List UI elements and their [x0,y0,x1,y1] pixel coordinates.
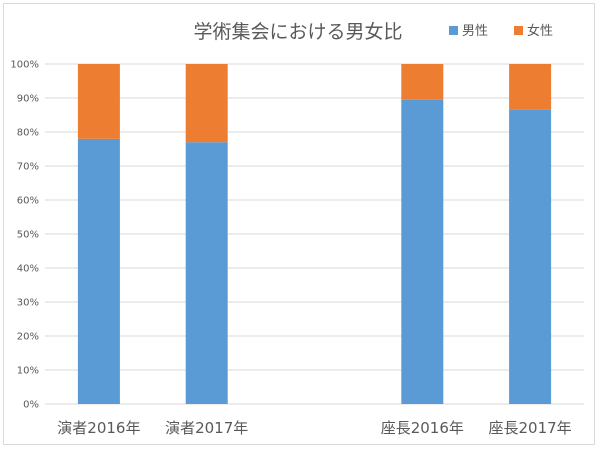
bar-female [401,64,444,100]
bar-female [509,64,552,110]
legend-swatch [449,26,458,35]
y-tick-label: 60% [17,196,39,207]
legend-label: 女性 [527,23,553,39]
y-tick-label: 10% [17,366,39,377]
bar-male [509,109,552,405]
y-tick-label: 40% [17,264,39,275]
legend: 男性 女性 [449,23,553,39]
bar-male [77,138,120,405]
x-category-label: 演者2016年 [57,419,140,437]
x-category-label: 座長2017年 [489,419,572,437]
bar-male [185,142,228,404]
y-tick-label: 80% [17,128,39,139]
y-tick-label: 90% [17,94,39,105]
y-tick-label: 50% [17,230,39,241]
y-tick-label: 20% [17,332,39,343]
y-tick-label: 0% [23,400,39,411]
y-axis-ticks: 0% 10% 20% 30% 40% 50% 60% 70% 80% 90% 100% [10,60,39,411]
bar-female [77,64,120,139]
bar-male [401,99,444,404]
x-category-label: 演者2017年 [165,419,248,437]
y-tick-label: 100% [10,60,39,71]
bars [77,64,552,405]
gridlines [45,63,584,405]
x-category-label: 座長2016年 [381,419,464,437]
legend-label: 男性 [462,24,488,39]
bar-female [185,64,228,143]
y-tick-label: 30% [17,298,39,309]
x-axis-labels: 演者2016年 演者2017年 座長2016年 座長2017年 [57,419,571,437]
legend-swatch [514,26,523,35]
chart-title: 学術集会における男女比 [193,21,402,43]
y-tick-label: 70% [17,162,39,173]
